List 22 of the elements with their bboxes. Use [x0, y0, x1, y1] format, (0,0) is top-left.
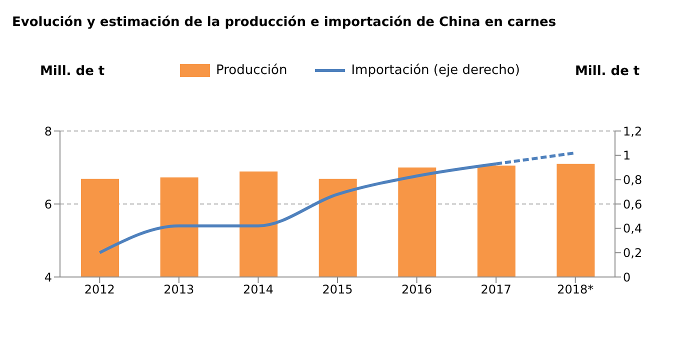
y2-tick-label: 0,6: [623, 197, 642, 212]
x-tick-label: 2012: [84, 282, 115, 297]
x-tick-label: 2018*: [557, 282, 594, 297]
chart-title: Evolución y estimación de la producción e importación de China en carnes: [12, 15, 556, 30]
y2-tick-label: 0,4: [623, 222, 642, 236]
y-tick-label: 6: [44, 197, 52, 212]
x-tick-label: 2016: [402, 282, 432, 297]
y-tick-label: 4: [44, 270, 52, 284]
x-tick-label: 2017: [480, 282, 512, 297]
y2-tick-label: 0: [623, 270, 631, 284]
y2-tick-label: 0,2: [623, 246, 642, 260]
x-tick-label: 2014: [242, 282, 274, 297]
legend-label: Importación (eje derecho): [351, 63, 520, 78]
y2-axis-title: Mill. de t: [575, 64, 640, 79]
x-tick-label: 2013: [164, 282, 194, 297]
y2-tick-label: 0,8: [623, 172, 642, 187]
y-tick-label: 8: [44, 124, 52, 138]
y2-tick-label: 1,2: [623, 124, 642, 138]
y2-tick-label: 1: [623, 148, 631, 163]
x-tick-label: 2015: [322, 282, 353, 297]
legend-label: Producción: [216, 63, 288, 78]
y-axis-title: Mill. de t: [40, 64, 105, 79]
